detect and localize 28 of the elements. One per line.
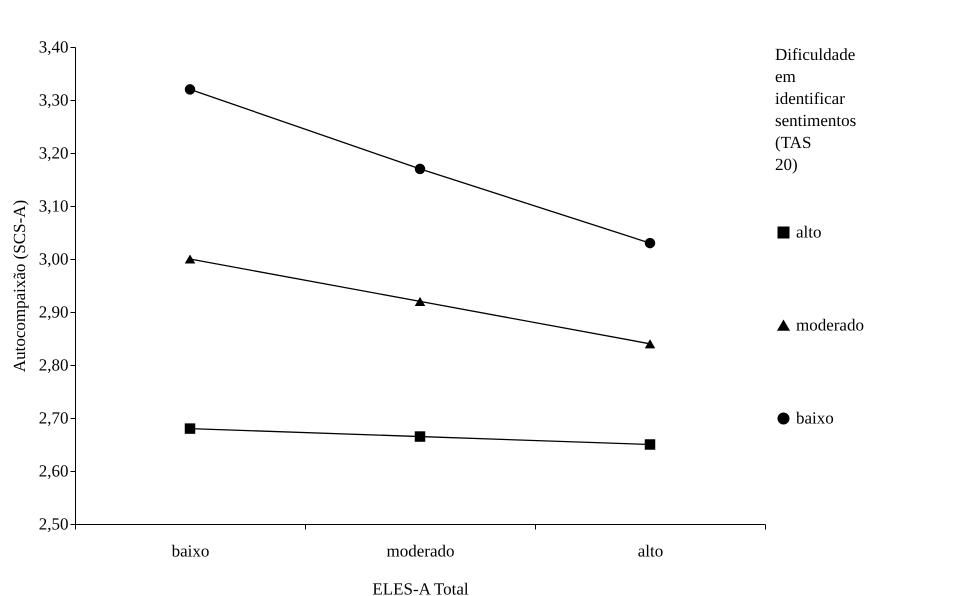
point: [644, 439, 656, 450]
y-tick-label: 2,60: [38, 462, 68, 480]
y-tick-label: 2,70: [38, 408, 68, 428]
legend-label: baixo: [796, 408, 834, 428]
x-tick-label: baixo: [172, 542, 210, 560]
legend-label: alto: [796, 222, 822, 242]
legend-label: moderado: [796, 316, 864, 334]
point: [184, 254, 196, 264]
y-tick-label: 2,80: [38, 356, 68, 374]
point: [184, 84, 196, 95]
x-tick-label: moderado: [386, 542, 454, 560]
y-tick-label: 2,90: [38, 302, 68, 322]
y-tick-label: 2,50: [38, 514, 68, 534]
x-axis-title: ELES-A Total: [372, 580, 469, 596]
point: [414, 431, 426, 442]
point: [414, 296, 426, 306]
y-tick-label: 3,40: [38, 38, 68, 56]
y-tick-label: 3,20: [38, 144, 68, 162]
point: [184, 423, 196, 434]
y-tick-label: 3,30: [38, 90, 68, 110]
y-tick-label: 3,00: [38, 250, 68, 268]
point: [644, 238, 656, 248]
point: [644, 339, 656, 348]
x-tick-label: alto: [638, 542, 664, 560]
point: [414, 164, 426, 174]
y-tick-label: 3,10: [38, 196, 68, 216]
legend-title: Dificuldade em identificar sentimentos (TAS 20): [775, 45, 856, 174]
y-axis-title: Autocompaixão (SCS-A): [10, 200, 29, 372]
